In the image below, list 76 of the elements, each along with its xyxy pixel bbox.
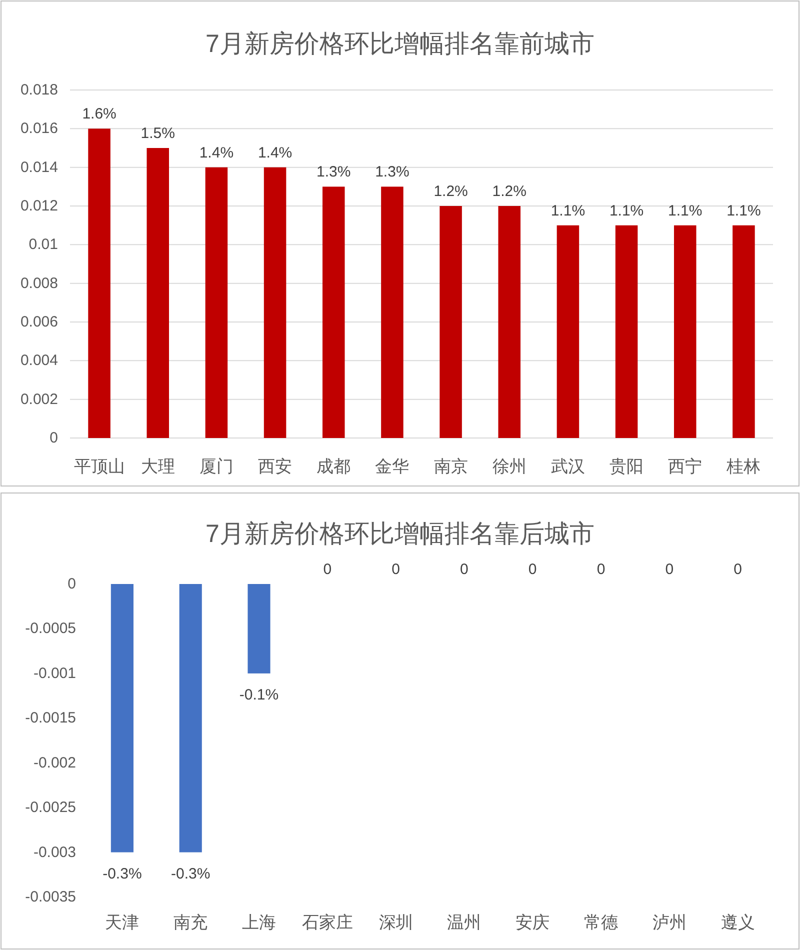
data-label: 1.4% xyxy=(199,144,234,162)
data-label: 1.1% xyxy=(726,202,761,220)
data-label: -0.3% xyxy=(171,865,210,882)
x-tick-label: 西安 xyxy=(258,457,292,476)
bar xyxy=(615,225,638,438)
x-tick-label: 泸州 xyxy=(652,913,686,932)
y-tick-label: 0.018 xyxy=(20,82,58,98)
y-tick-label: 0.012 xyxy=(20,198,58,214)
y-tick-label: 0.002 xyxy=(20,390,58,408)
y-tick-label: -0.0025 xyxy=(25,799,76,816)
data-label: 1.5% xyxy=(140,125,175,142)
data-label: -0.1% xyxy=(239,686,279,704)
chart-title: 7月新房价格环比增幅排名靠后城市 xyxy=(206,520,594,548)
x-tick-label: 徐州 xyxy=(492,457,526,476)
bar xyxy=(498,206,521,438)
data-label: 1.2% xyxy=(492,183,526,200)
bar xyxy=(440,206,462,438)
x-tick-label: 成都 xyxy=(316,457,351,476)
bar xyxy=(146,148,170,438)
x-tick-label: 深圳 xyxy=(378,913,413,932)
data-label: 1.3% xyxy=(316,164,351,181)
bar xyxy=(674,225,696,438)
data-label: 1.6% xyxy=(82,106,116,123)
data-label: 1.4% xyxy=(258,144,292,162)
x-tick-label: 温州 xyxy=(447,913,482,932)
y-tick-label: 0.006 xyxy=(20,314,58,330)
x-tick-label: 武汉 xyxy=(550,457,585,476)
x-tick-label: 厦门 xyxy=(199,457,234,476)
bar xyxy=(381,186,404,438)
data-label: 0 xyxy=(323,561,332,578)
y-tick-label: -0.002 xyxy=(33,754,76,772)
x-tick-label: 上海 xyxy=(242,913,276,932)
y-tick-label: 0.008 xyxy=(20,274,58,292)
bar xyxy=(556,225,580,438)
x-tick-label: 金华 xyxy=(375,457,410,476)
data-label: 1.1% xyxy=(609,202,644,220)
data-label: 1.1% xyxy=(550,202,586,220)
y-tick-label: -0.003 xyxy=(33,844,76,861)
x-tick-label: 贵阳 xyxy=(610,457,644,476)
data-label: 0 xyxy=(392,561,400,578)
data-label: -0.3% xyxy=(102,865,142,882)
x-tick-label: 安庆 xyxy=(516,913,550,932)
chart-title: 7月新房价格环比增幅排名靠前城市 xyxy=(206,30,594,58)
y-tick-label: 0.004 xyxy=(20,352,58,370)
y-tick-label: 0.01 xyxy=(28,236,58,254)
x-tick-label: 常德 xyxy=(584,913,618,932)
y-tick-label: 0 xyxy=(68,576,76,592)
x-tick-label: 桂林 xyxy=(726,457,761,476)
x-tick-label: 西宁 xyxy=(668,457,702,476)
y-tick-label: 0 xyxy=(50,430,58,446)
data-label: 0 xyxy=(665,561,674,578)
y-tick-label: -0.0035 xyxy=(25,888,76,906)
bar xyxy=(205,167,228,438)
x-tick-label: 南京 xyxy=(434,457,468,476)
x-tick-label: 大理 xyxy=(140,457,175,476)
bar xyxy=(322,186,345,438)
x-tick-label: 天津 xyxy=(105,913,140,932)
x-tick-label: 遵义 xyxy=(720,913,755,932)
data-label: 1.3% xyxy=(375,164,410,181)
data-label: 0 xyxy=(734,561,742,578)
x-tick-label: 石家庄 xyxy=(302,913,353,932)
data-label: 1.1% xyxy=(668,202,702,220)
bar xyxy=(732,225,755,438)
bar xyxy=(88,128,110,438)
y-tick-label: 0.014 xyxy=(20,158,58,176)
x-tick-label: 南充 xyxy=(174,913,208,932)
y-tick-label: -0.0005 xyxy=(25,620,76,638)
x-tick-label: 平顶山 xyxy=(74,457,125,476)
y-tick-label: -0.0015 xyxy=(25,710,76,727)
data-label: 0 xyxy=(528,561,537,578)
data-label: 0 xyxy=(460,561,468,578)
bar xyxy=(264,167,286,438)
data-label: 1.2% xyxy=(434,183,468,200)
data-label: 0 xyxy=(596,561,606,578)
y-tick-label: 0.016 xyxy=(20,120,58,138)
y-tick-label: -0.001 xyxy=(33,664,76,682)
